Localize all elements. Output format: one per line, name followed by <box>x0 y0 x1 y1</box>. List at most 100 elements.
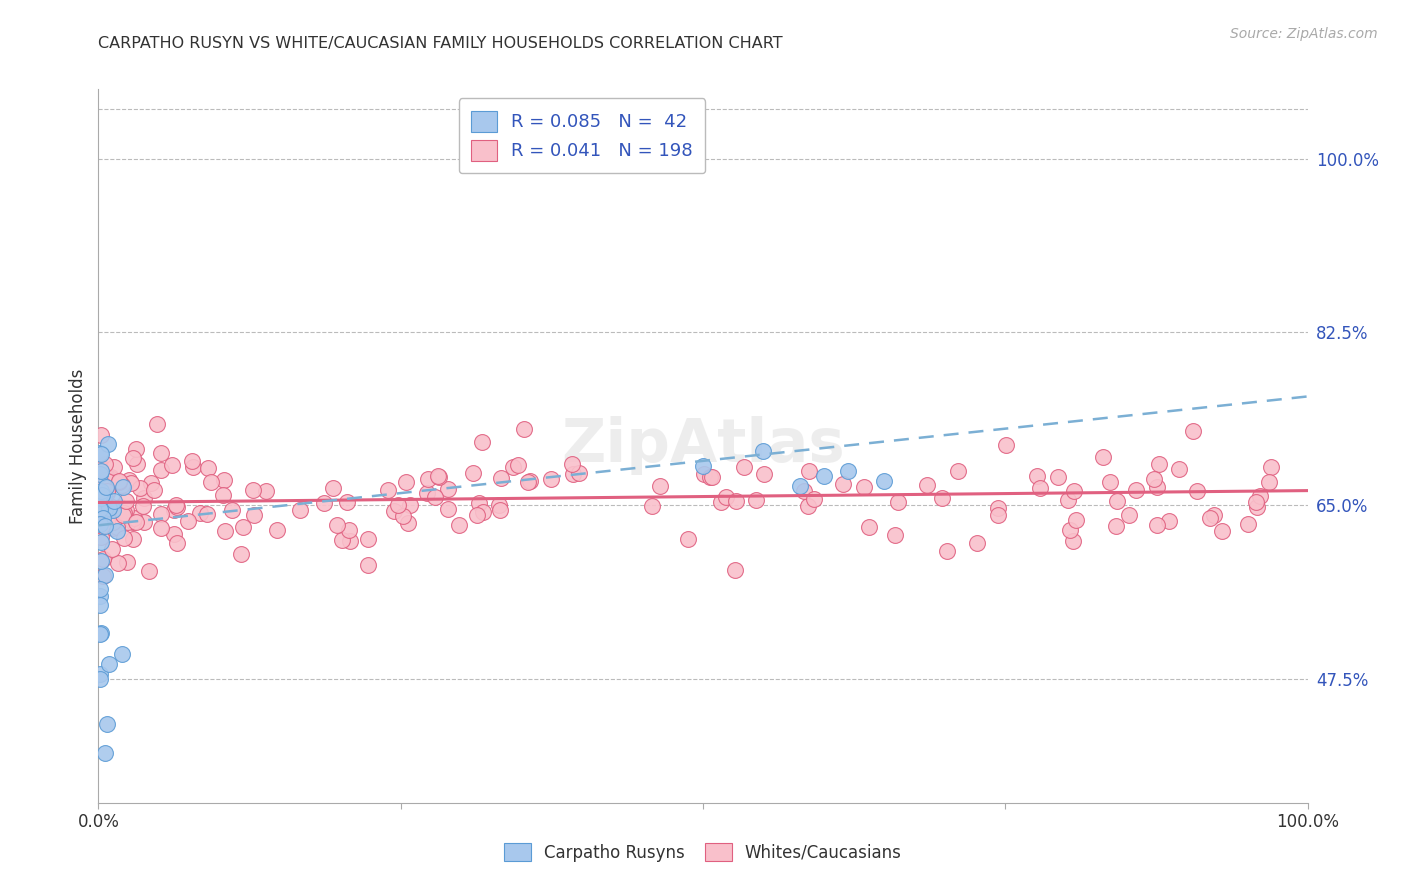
Point <box>122 532 145 546</box>
Point <box>101 521 124 535</box>
Point <box>733 459 755 474</box>
Point <box>339 534 361 549</box>
Point <box>97 482 120 496</box>
Point <box>512 421 534 435</box>
Point <box>105 524 128 538</box>
Point <box>640 499 662 513</box>
Point <box>987 508 1010 523</box>
Point <box>243 508 266 522</box>
Point <box>197 461 219 475</box>
Point <box>212 473 235 487</box>
Point <box>111 647 134 661</box>
Point <box>337 523 360 537</box>
Point <box>884 528 907 542</box>
Point <box>90 428 112 442</box>
Point <box>90 447 112 461</box>
Point <box>395 475 418 490</box>
Point <box>149 521 172 535</box>
Point <box>90 491 112 505</box>
Point <box>745 493 768 508</box>
Point <box>94 480 117 494</box>
Point <box>987 501 1010 516</box>
Point <box>242 483 264 497</box>
Point <box>502 460 524 475</box>
Point <box>94 502 117 516</box>
Point <box>214 524 236 538</box>
Point <box>100 469 122 483</box>
Point <box>101 472 124 486</box>
Point <box>115 503 138 517</box>
Point <box>714 490 737 504</box>
Point <box>568 466 591 480</box>
Point <box>91 510 114 524</box>
Point <box>166 536 188 550</box>
Point <box>139 476 162 491</box>
Point <box>90 486 112 500</box>
Point <box>91 483 114 498</box>
Point <box>163 527 186 541</box>
Point <box>120 476 142 491</box>
Point <box>89 445 111 459</box>
Point <box>103 494 125 508</box>
Point <box>423 490 446 504</box>
Point <box>1147 458 1170 472</box>
Point <box>90 626 112 640</box>
Point <box>125 515 148 529</box>
Point <box>1181 425 1204 439</box>
Point <box>89 627 111 641</box>
Point <box>427 469 450 483</box>
Point <box>1260 460 1282 475</box>
Point <box>852 479 875 493</box>
Point <box>266 523 288 537</box>
Point <box>488 498 510 512</box>
Point <box>1026 469 1049 483</box>
Point <box>90 463 112 477</box>
Point <box>94 469 117 483</box>
Point <box>561 467 583 482</box>
Point <box>1246 500 1268 514</box>
Point <box>858 520 880 534</box>
Point <box>93 489 115 503</box>
Point <box>1146 480 1168 494</box>
Point <box>886 495 908 509</box>
Point <box>1187 484 1209 499</box>
Point <box>1199 510 1222 524</box>
Point <box>105 520 128 534</box>
Point <box>162 458 184 472</box>
Point <box>111 477 134 491</box>
Point <box>1092 450 1115 464</box>
Point <box>90 478 112 492</box>
Point <box>105 505 128 519</box>
Point <box>96 498 118 512</box>
Point <box>1157 514 1180 528</box>
Point <box>96 515 118 529</box>
Point <box>396 516 419 530</box>
Point <box>90 462 112 476</box>
Point <box>132 515 155 529</box>
Point <box>1244 495 1267 509</box>
Point <box>935 543 957 558</box>
Point <box>416 472 439 486</box>
Point <box>1258 475 1281 489</box>
Point <box>678 532 700 546</box>
Point <box>98 501 121 516</box>
Point <box>254 483 277 498</box>
Point <box>692 458 714 473</box>
Point <box>91 488 114 502</box>
Point <box>93 518 115 533</box>
Point <box>693 467 716 482</box>
Text: Source: ZipAtlas.com: Source: ZipAtlas.com <box>1230 27 1378 41</box>
Point <box>90 534 112 549</box>
Point <box>90 464 112 478</box>
Point <box>97 500 120 515</box>
Point <box>121 516 143 530</box>
Point <box>427 469 450 483</box>
Point <box>89 582 111 597</box>
Point <box>336 495 359 509</box>
Point <box>89 598 111 612</box>
Point <box>96 500 118 515</box>
Point <box>107 556 129 570</box>
Point <box>181 454 204 468</box>
Point <box>1204 508 1226 523</box>
Point <box>1064 513 1087 527</box>
